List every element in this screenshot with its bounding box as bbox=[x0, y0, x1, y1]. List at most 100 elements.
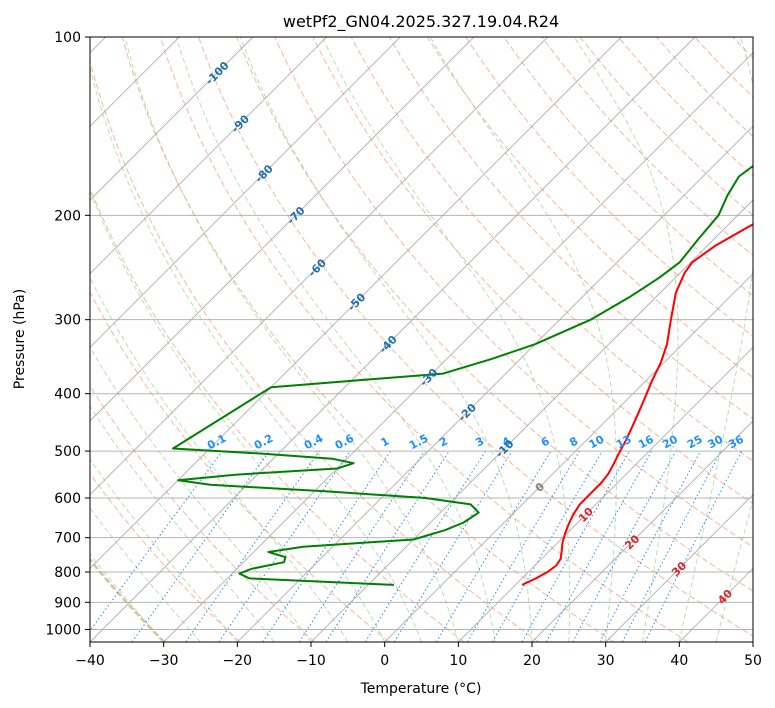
dry-adiabat bbox=[732, 37, 753, 59]
dry-adiabat bbox=[90, 472, 241, 642]
dry-adiabat bbox=[236, 37, 753, 592]
pressure-gridlines bbox=[90, 37, 753, 630]
mixing-ratio-label: 0.4 bbox=[302, 432, 326, 453]
moist-adiabat bbox=[429, 37, 617, 642]
moist-adiabat bbox=[573, 37, 679, 642]
y-tick-label: 300 bbox=[54, 313, 81, 329]
isotherm-line bbox=[90, 37, 401, 349]
moist-adiabat bbox=[90, 276, 349, 642]
moist-adiabat bbox=[678, 37, 753, 642]
mixing-ratio-line bbox=[521, 450, 630, 642]
isotherm-line bbox=[163, 51, 753, 642]
mixing-ratio-label: 16 bbox=[636, 433, 656, 452]
dry-adiabat bbox=[159, 37, 689, 642]
reference-curves bbox=[90, 558, 165, 642]
x-tick-label: −20 bbox=[223, 653, 253, 669]
y-axis-label: Pressure (hPa) bbox=[12, 289, 28, 389]
plot-frame bbox=[89, 36, 754, 643]
x-axis-ticks: −40 −30 −20 −10 0 10 20 30 40 50 bbox=[75, 642, 762, 669]
mixing-ratio-label: 10 bbox=[587, 433, 607, 452]
dry-adiabat bbox=[121, 37, 614, 642]
x-tick-label: −10 bbox=[296, 653, 326, 669]
x-tick-label: 20 bbox=[523, 653, 541, 669]
mixing-ratio-label: 30 bbox=[706, 433, 726, 452]
y-tick-label: 700 bbox=[54, 531, 81, 547]
isotherm-line bbox=[531, 420, 753, 642]
x-tick-label: 50 bbox=[744, 653, 762, 669]
mixing-ratio-label: 20 bbox=[660, 433, 680, 452]
isotherm-line bbox=[457, 346, 753, 642]
dry-adiabats bbox=[90, 37, 753, 642]
mixing-ratio-label: 25 bbox=[685, 433, 705, 452]
moist-adiabat bbox=[90, 346, 312, 642]
mixing-ratio-label: 0.6 bbox=[333, 432, 357, 453]
moist-adiabat bbox=[124, 37, 459, 642]
y-tick-label: 1000 bbox=[45, 622, 81, 638]
profile-series bbox=[172, 164, 753, 586]
isotherm-label: -30 bbox=[417, 366, 440, 389]
isotherm-line bbox=[678, 567, 753, 642]
dewpoint-profile bbox=[172, 164, 753, 586]
moist-adiabat bbox=[90, 458, 238, 642]
mixing-ratio-label: 6 bbox=[539, 434, 552, 449]
y-tick-label: 600 bbox=[54, 491, 81, 507]
moist-adiabat bbox=[90, 189, 386, 642]
isotherm-line bbox=[90, 37, 549, 496]
isotherm-label: 40 bbox=[715, 587, 735, 607]
mixing-ratio-line bbox=[572, 450, 677, 642]
dry-adiabat bbox=[90, 557, 166, 642]
x-tick-label: 30 bbox=[597, 653, 615, 669]
dry-adiabat bbox=[90, 291, 390, 642]
isotherm-label: -100 bbox=[203, 59, 232, 88]
moist-adiabat bbox=[90, 66, 422, 642]
isotherm-label: -90 bbox=[229, 112, 252, 135]
mixing-ratio-line bbox=[131, 450, 270, 642]
y-tick-label: 500 bbox=[54, 444, 81, 460]
isotherm-lines bbox=[90, 37, 753, 642]
mixing-ratio-label: 0.2 bbox=[252, 432, 275, 453]
isotherm-line bbox=[90, 37, 475, 422]
y-tick-label: 100 bbox=[54, 30, 81, 46]
y-tick-label: 800 bbox=[54, 565, 81, 581]
mixing-ratio-label: 2 bbox=[437, 434, 450, 449]
isotherm-label: -60 bbox=[306, 256, 329, 279]
dry-adiabat bbox=[541, 37, 753, 257]
y-axis-ticks: 1000 900 800 700 600 500 400 300 200 100 bbox=[45, 30, 90, 638]
mixing-ratio-line bbox=[435, 450, 552, 642]
x-tick-label: 10 bbox=[449, 653, 467, 669]
isotherm-line bbox=[310, 199, 753, 642]
mixing-ratio-label: 1.5 bbox=[407, 432, 430, 453]
dry-adiabat bbox=[388, 37, 753, 420]
y-tick-label: 400 bbox=[54, 387, 81, 403]
isotherm-label: -70 bbox=[284, 204, 307, 227]
isotherm-line bbox=[90, 37, 696, 642]
mixing-ratio-line bbox=[599, 450, 701, 642]
dry-adiabat bbox=[90, 59, 540, 642]
mixing-ratio-label: 1 bbox=[379, 434, 392, 449]
dry-adiabat bbox=[274, 37, 753, 548]
mixing-ratio-line bbox=[364, 450, 486, 642]
isotherm-line bbox=[90, 37, 622, 570]
moist-adiabat bbox=[321, 37, 571, 642]
dry-adiabat bbox=[503, 37, 753, 297]
mixing-ratio-label: 0.1 bbox=[205, 432, 228, 453]
mixing-ratio-line bbox=[325, 450, 450, 642]
dry-adiabat bbox=[90, 384, 316, 642]
mixing-ratio-line bbox=[90, 450, 223, 632]
mixing-ratio-label: 13 bbox=[614, 433, 634, 452]
moist-adiabat bbox=[90, 405, 275, 642]
x-tick-label: −40 bbox=[75, 653, 105, 669]
mixing-ratio-line bbox=[644, 450, 743, 642]
dry-adiabat bbox=[465, 37, 753, 338]
isotherm-line bbox=[605, 493, 753, 642]
x-tick-label: −30 bbox=[149, 653, 179, 669]
reference-curve bbox=[90, 558, 165, 642]
plot-area bbox=[90, 37, 753, 642]
dry-adiabat bbox=[312, 37, 753, 505]
dry-adiabat bbox=[350, 37, 753, 462]
moist-adiabat bbox=[715, 497, 753, 642]
mixing-ratio-line bbox=[218, 450, 351, 642]
temperature-profile bbox=[521, 223, 753, 586]
